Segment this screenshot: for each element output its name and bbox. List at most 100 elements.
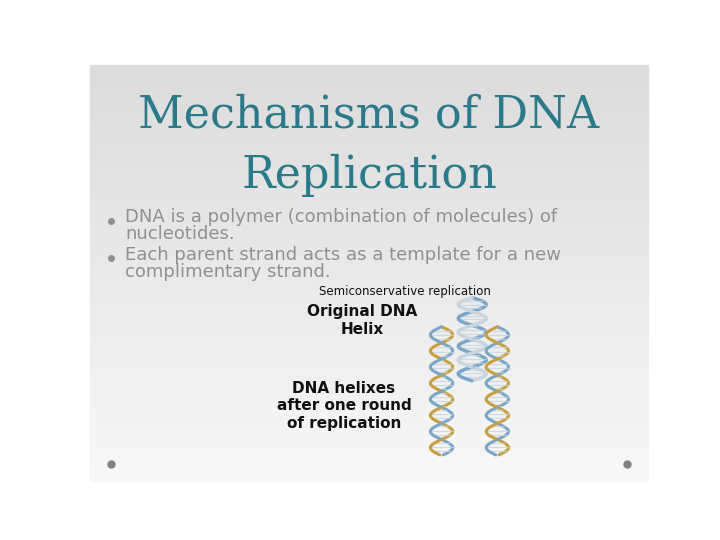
Text: DNA is a polymer (combination of molecules) of: DNA is a polymer (combination of molecul… xyxy=(125,208,557,226)
Bar xyxy=(90,422,648,427)
Bar xyxy=(90,339,648,343)
Bar xyxy=(90,397,648,402)
Bar xyxy=(90,214,648,219)
Bar xyxy=(90,310,648,314)
Bar xyxy=(90,65,648,69)
Bar xyxy=(90,256,648,260)
Bar xyxy=(90,377,648,381)
Bar xyxy=(90,381,648,385)
Bar xyxy=(90,185,648,190)
Bar xyxy=(90,322,648,327)
Bar xyxy=(90,456,648,460)
Bar xyxy=(90,402,648,406)
Bar xyxy=(90,439,648,443)
Bar xyxy=(90,181,648,185)
Bar xyxy=(90,468,648,472)
Bar xyxy=(90,352,648,356)
Bar xyxy=(90,343,648,348)
Bar xyxy=(90,231,648,235)
Bar xyxy=(90,319,648,322)
Bar xyxy=(90,173,648,177)
Bar xyxy=(90,427,648,431)
Bar xyxy=(90,406,648,410)
Bar xyxy=(90,98,648,102)
Bar xyxy=(90,327,648,331)
Bar xyxy=(90,281,648,285)
Bar xyxy=(90,451,648,456)
Bar xyxy=(90,389,648,393)
Bar xyxy=(90,393,648,397)
Bar xyxy=(90,239,648,244)
Text: Mechanisms of DNA: Mechanisms of DNA xyxy=(138,93,600,136)
Bar xyxy=(90,273,648,277)
Bar xyxy=(90,302,648,306)
Bar xyxy=(90,373,648,377)
Bar xyxy=(90,219,648,223)
Bar xyxy=(90,248,648,252)
Bar xyxy=(90,268,648,273)
Bar xyxy=(90,244,648,248)
Bar xyxy=(90,265,648,268)
Bar xyxy=(90,331,648,335)
Bar xyxy=(90,414,648,418)
Bar xyxy=(90,73,648,77)
Bar xyxy=(90,410,648,414)
Bar xyxy=(90,123,648,127)
Bar xyxy=(90,111,648,114)
Bar xyxy=(90,82,648,85)
Text: DNA helixes
after one round
of replication: DNA helixes after one round of replicati… xyxy=(276,381,411,431)
Bar xyxy=(90,306,648,310)
Bar xyxy=(90,152,648,156)
Bar xyxy=(90,435,648,439)
Bar xyxy=(90,368,648,373)
Bar xyxy=(90,364,648,368)
Bar xyxy=(90,335,648,339)
Bar xyxy=(90,464,648,468)
Bar xyxy=(90,443,648,447)
Bar xyxy=(90,227,648,231)
Bar xyxy=(90,114,648,119)
Text: Replication: Replication xyxy=(241,153,497,197)
Bar xyxy=(90,140,648,144)
Bar xyxy=(90,294,648,298)
Bar xyxy=(90,476,648,481)
Text: complimentary strand.: complimentary strand. xyxy=(125,263,330,281)
Bar xyxy=(90,360,648,364)
Bar xyxy=(90,85,648,90)
Bar xyxy=(90,165,648,168)
Bar xyxy=(90,69,648,73)
Text: Original DNA
Helix: Original DNA Helix xyxy=(307,305,418,337)
Bar xyxy=(90,277,648,281)
Bar xyxy=(90,314,648,319)
Bar xyxy=(90,194,648,198)
Bar xyxy=(90,431,648,435)
Bar xyxy=(90,144,648,148)
Bar xyxy=(90,168,648,173)
Bar xyxy=(90,285,648,289)
Bar xyxy=(90,198,648,202)
Bar xyxy=(90,447,648,451)
Bar xyxy=(90,136,648,140)
Bar xyxy=(90,202,648,206)
Text: nucleotides.: nucleotides. xyxy=(125,225,235,244)
Bar xyxy=(90,210,648,214)
Bar xyxy=(90,160,648,165)
Bar xyxy=(90,418,648,422)
Bar xyxy=(90,385,648,389)
Text: Semiconservative replication: Semiconservative replication xyxy=(320,285,491,298)
Bar xyxy=(90,252,648,256)
Bar xyxy=(90,177,648,181)
Bar xyxy=(90,77,648,82)
Bar xyxy=(90,356,648,360)
Bar xyxy=(90,206,648,210)
Bar xyxy=(90,235,648,239)
Bar xyxy=(90,460,648,464)
Bar xyxy=(90,90,648,94)
Bar xyxy=(90,127,648,131)
Text: Each parent strand acts as a template for a new: Each parent strand acts as a template fo… xyxy=(125,246,561,264)
Bar xyxy=(90,102,648,106)
Bar xyxy=(90,472,648,476)
Bar xyxy=(90,348,648,352)
Bar xyxy=(90,119,648,123)
Bar xyxy=(90,190,648,194)
